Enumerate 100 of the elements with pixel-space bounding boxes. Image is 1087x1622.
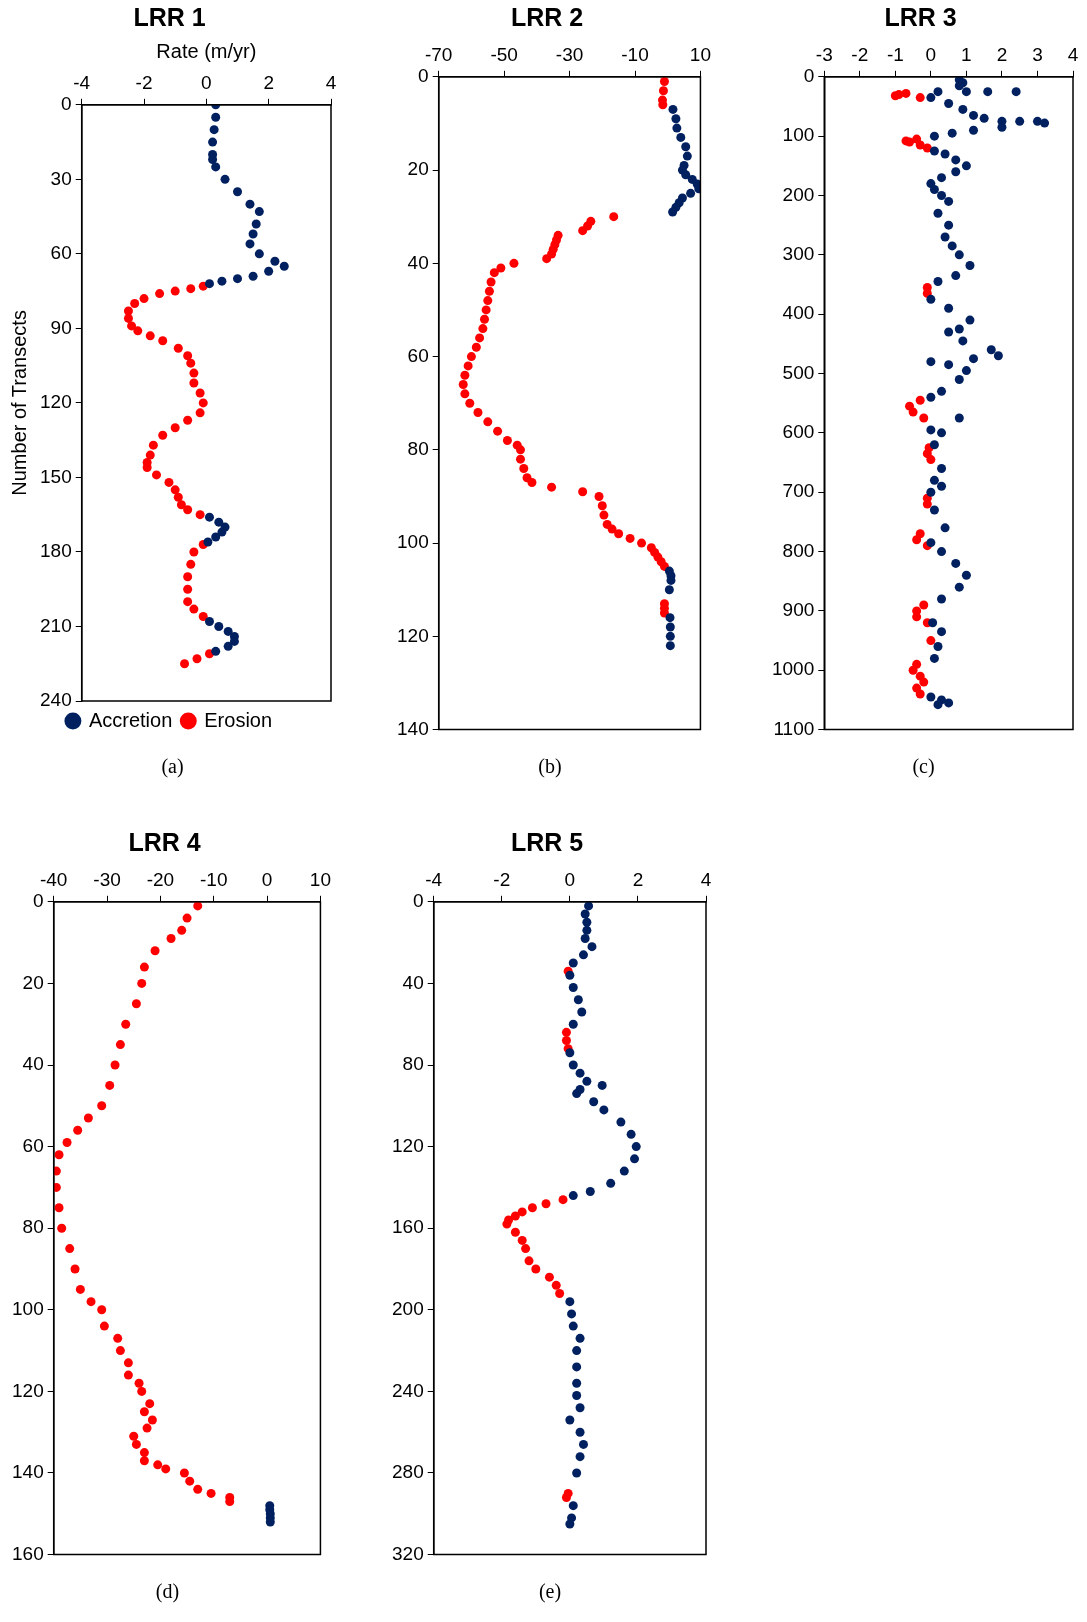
point <box>524 1256 534 1266</box>
y-tick-label: 800 <box>782 539 815 561</box>
point <box>133 326 143 336</box>
point <box>198 398 208 408</box>
point <box>572 1468 582 1478</box>
x-tick-label: -2 <box>493 868 511 890</box>
y-tick-label: 600 <box>782 421 815 443</box>
point <box>142 1423 152 1433</box>
point <box>606 1178 616 1188</box>
y-tick-label: 40 <box>402 971 424 993</box>
point <box>245 239 255 249</box>
point <box>170 485 180 495</box>
text: (b) <box>537 755 563 778</box>
point <box>527 477 537 487</box>
point <box>575 1427 585 1437</box>
point <box>73 1125 83 1135</box>
point <box>915 93 925 103</box>
point <box>204 512 214 522</box>
point <box>211 532 221 542</box>
point <box>664 585 674 595</box>
point <box>177 925 187 935</box>
point <box>183 572 193 582</box>
point <box>489 268 499 278</box>
point <box>183 415 193 425</box>
chart-title: LRR 1 <box>133 2 206 31</box>
point <box>659 76 669 86</box>
point <box>599 1105 609 1115</box>
y-tick-label: 1100 <box>773 717 815 739</box>
point <box>672 123 682 133</box>
point <box>151 470 161 480</box>
y-tick-label: 30 <box>50 167 72 189</box>
point <box>582 917 592 927</box>
point <box>631 1142 641 1152</box>
point <box>99 1321 109 1331</box>
y-tick-label: 20 <box>407 158 429 180</box>
y-tick-label: 80 <box>407 438 429 460</box>
point <box>179 1468 189 1478</box>
point <box>158 336 168 346</box>
legend-label: Accretion <box>88 708 173 731</box>
y-tick-label: 700 <box>782 480 815 502</box>
point <box>665 631 675 641</box>
point <box>542 254 552 264</box>
point <box>527 1203 537 1213</box>
y-tick-label: 160 <box>392 1216 424 1238</box>
point <box>220 174 230 184</box>
point <box>192 654 202 664</box>
point <box>510 1227 520 1237</box>
x-axis-title: Rate (m/yr) <box>156 39 257 62</box>
point <box>183 584 193 594</box>
point <box>121 1019 131 1029</box>
point <box>473 408 483 418</box>
y-tick-label: 160 <box>12 1542 44 1564</box>
y-tick-label: 100 <box>397 531 429 553</box>
x-tick-label: 4 <box>1067 43 1079 65</box>
legend-label: Erosion <box>204 708 273 731</box>
point <box>254 249 264 259</box>
point <box>75 1284 85 1294</box>
point <box>480 314 489 324</box>
point <box>572 1346 582 1356</box>
point <box>582 1076 592 1086</box>
y-tick-label: 200 <box>782 183 815 205</box>
text: (a) <box>160 755 185 778</box>
point <box>905 137 915 147</box>
point <box>54 1203 64 1213</box>
point <box>626 1129 636 1139</box>
point <box>502 436 512 445</box>
x-tick-label: -70 <box>424 43 453 65</box>
point <box>183 597 193 607</box>
point <box>578 226 588 236</box>
point <box>619 1166 629 1176</box>
x-tick-label: 1 <box>961 43 972 65</box>
point <box>572 1089 582 1099</box>
point <box>926 636 936 646</box>
point <box>681 170 691 180</box>
point <box>575 1068 585 1078</box>
point <box>568 1501 578 1511</box>
point <box>279 261 289 271</box>
point <box>912 535 922 545</box>
point <box>607 524 617 534</box>
y-tick-label: 0 <box>413 890 424 912</box>
point <box>541 1199 551 1209</box>
point <box>458 380 468 390</box>
y-axis-title: Number of Transects <box>7 310 30 496</box>
point <box>115 1040 125 1050</box>
point <box>912 612 922 622</box>
point <box>568 1019 578 1029</box>
point <box>145 1399 155 1409</box>
point <box>471 342 481 352</box>
y-tick-label: 200 <box>392 1298 424 1320</box>
point <box>496 263 506 273</box>
point <box>53 1166 61 1176</box>
point <box>170 286 180 296</box>
point <box>597 501 607 511</box>
point <box>248 271 258 281</box>
y-tick-label: 240 <box>40 689 72 711</box>
point <box>161 1464 171 1474</box>
point <box>130 299 140 309</box>
point <box>208 137 218 147</box>
point <box>148 440 158 450</box>
point <box>139 1456 149 1466</box>
